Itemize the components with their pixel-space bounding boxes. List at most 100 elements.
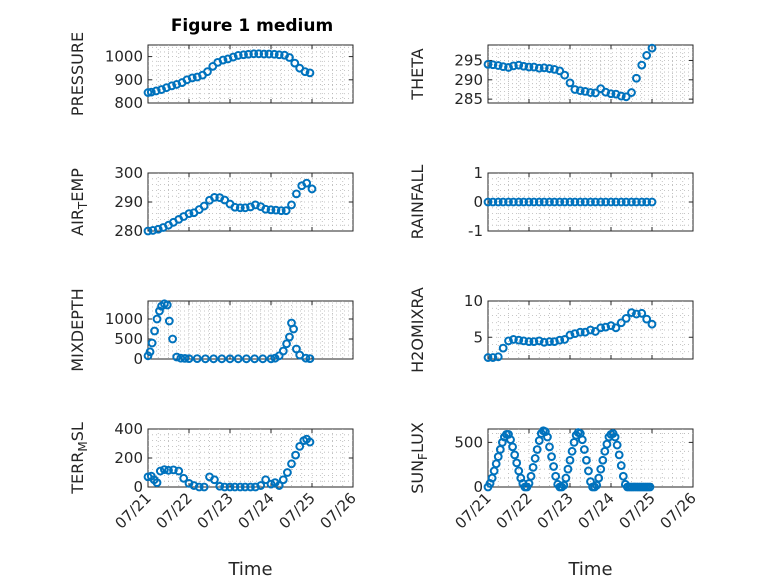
data-point	[153, 224, 163, 234]
data-point	[601, 322, 611, 332]
data-point	[565, 78, 575, 88]
data-point	[647, 43, 657, 53]
data-point	[610, 432, 620, 442]
panel-air-temp: 280 290 300 AIRTEMP	[68, 164, 354, 240]
data-point	[290, 58, 300, 68]
data-point	[271, 205, 281, 215]
data-point	[534, 336, 544, 346]
data-point	[152, 314, 162, 324]
data-point	[274, 481, 284, 490]
data-point	[266, 205, 276, 215]
data-point	[305, 437, 315, 447]
panel-mixdepth: 0 500 1000 MIXDEPTH	[68, 288, 354, 372]
data-point	[627, 308, 636, 318]
data-point	[647, 319, 657, 329]
x-tick-label: 07/24	[235, 489, 278, 532]
data-point	[307, 184, 317, 194]
y-tick-label: 290	[454, 71, 483, 89]
y-axis-label: AIRTEMP	[68, 168, 90, 236]
data-point	[488, 197, 498, 207]
data-point	[575, 86, 585, 96]
data-point	[612, 440, 622, 450]
data-point	[563, 464, 573, 474]
data-point	[256, 481, 266, 490]
data-point	[209, 354, 219, 364]
data-point	[176, 353, 186, 363]
data-point	[187, 73, 197, 83]
data-point	[215, 481, 225, 491]
y-tick-label: 10	[464, 292, 483, 310]
data-point	[509, 197, 518, 207]
data-point	[169, 465, 178, 475]
data-point	[580, 87, 590, 96]
data-point	[547, 452, 556, 462]
data-point	[254, 49, 264, 59]
data-point	[250, 354, 260, 364]
data-point	[519, 61, 529, 71]
data-point	[642, 51, 652, 60]
data-point	[168, 334, 178, 344]
data-point	[586, 325, 595, 335]
data-point	[601, 87, 611, 97]
x-tick-label: 07/26	[657, 489, 700, 532]
data-point	[627, 197, 636, 207]
y-tick-label: 900	[114, 71, 143, 89]
y-tick-label: -1	[468, 222, 483, 240]
data-point	[534, 63, 544, 73]
data-point	[203, 67, 212, 77]
data-point	[637, 308, 647, 318]
data-point	[488, 60, 498, 70]
data-point	[201, 354, 210, 364]
data-point	[292, 189, 301, 199]
data-point	[278, 475, 288, 485]
data-point	[582, 455, 591, 465]
data-point	[230, 202, 240, 212]
y-axis-label: THETA	[408, 48, 427, 100]
y-tick-label: 285	[454, 90, 483, 108]
data-point	[172, 352, 182, 362]
data-point	[152, 478, 162, 488]
data-point	[220, 482, 230, 492]
data-point	[233, 51, 243, 60]
data-point	[264, 49, 274, 59]
data-point	[529, 197, 539, 207]
data-point	[228, 52, 238, 62]
x-tick-label: 07/26	[317, 489, 360, 532]
data-point	[274, 50, 284, 60]
y-axis-label: TERRMSL	[68, 422, 90, 495]
data-point	[596, 197, 606, 207]
data-point	[555, 335, 565, 345]
data-point	[509, 61, 518, 71]
y-axis-label: H2OMIXRA	[408, 287, 427, 373]
data-point	[266, 354, 276, 364]
data-point	[524, 197, 534, 207]
data-point	[148, 226, 158, 235]
y-tick-label: 295	[454, 51, 483, 69]
data-point	[529, 337, 539, 347]
data-point	[259, 49, 269, 59]
data-point	[539, 63, 549, 73]
data-point	[155, 306, 164, 316]
data-point	[282, 339, 291, 349]
data-point	[249, 49, 259, 59]
data-point	[514, 197, 524, 207]
data-point	[580, 197, 590, 207]
data-point	[301, 353, 311, 363]
data-point	[291, 450, 301, 460]
panel-pressure: 800 900 1000 PRESSURE	[68, 32, 354, 116]
panel-rainfall: -1 0 1 RAINFALL	[408, 164, 694, 240]
y-tick-label: 1	[473, 164, 483, 182]
data-point	[594, 473, 604, 483]
data-point	[575, 197, 585, 207]
data-point	[519, 197, 529, 207]
y-tick-label: 500	[114, 330, 143, 348]
y-tick-label: 0	[473, 478, 483, 496]
data-point	[586, 88, 595, 97]
data-point	[524, 337, 534, 347]
y-tick-label: 0	[133, 478, 143, 496]
data-point	[164, 465, 173, 475]
data-point	[493, 61, 503, 70]
data-point	[493, 197, 503, 207]
x-tick-label: 07/25	[276, 489, 319, 532]
